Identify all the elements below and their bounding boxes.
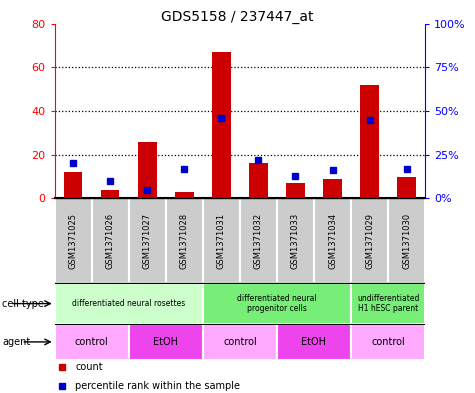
Text: EtOH: EtOH [153, 337, 178, 347]
Bar [351, 324, 425, 360]
Bar [351, 283, 425, 324]
Text: agent: agent [2, 337, 30, 347]
Bar [203, 324, 277, 360]
Bar [323, 179, 342, 198]
Bar [129, 198, 166, 283]
Bar [212, 52, 231, 198]
Bar [203, 198, 240, 283]
Bar [64, 172, 83, 198]
Bar [129, 324, 203, 360]
Text: control: control [371, 337, 405, 347]
Bar [286, 183, 305, 198]
Bar [55, 198, 92, 283]
Bar [314, 198, 351, 283]
Text: control: control [75, 337, 109, 347]
Text: GSM1371031: GSM1371031 [217, 213, 226, 269]
Bar [388, 198, 425, 283]
Text: GSM1371025: GSM1371025 [69, 213, 77, 269]
Text: control: control [223, 337, 257, 347]
Text: GSM1371029: GSM1371029 [365, 213, 374, 269]
Bar [203, 283, 351, 324]
Text: undifferentiated
H1 hESC parent: undifferentiated H1 hESC parent [357, 294, 419, 313]
Text: differentiated neural rosettes: differentiated neural rosettes [72, 299, 185, 308]
Text: GSM1371028: GSM1371028 [180, 213, 189, 269]
Text: differentiated neural
progenitor cells: differentiated neural progenitor cells [237, 294, 317, 313]
Text: percentile rank within the sample: percentile rank within the sample [75, 381, 240, 391]
Text: GSM1371033: GSM1371033 [291, 213, 300, 269]
Text: GSM1371027: GSM1371027 [143, 213, 152, 269]
Bar [361, 85, 379, 198]
Bar [351, 198, 388, 283]
Bar [101, 190, 120, 198]
Bar [277, 198, 314, 283]
Bar [397, 176, 416, 198]
Bar [166, 198, 203, 283]
Bar [138, 141, 157, 198]
Text: GSM1371034: GSM1371034 [328, 213, 337, 269]
Text: count: count [75, 362, 103, 372]
Bar [92, 198, 129, 283]
Bar [240, 198, 277, 283]
Bar [249, 163, 267, 198]
Text: GSM1371030: GSM1371030 [402, 213, 411, 269]
Bar [175, 192, 194, 198]
Bar [277, 324, 351, 360]
Bar [55, 283, 203, 324]
Text: GSM1371026: GSM1371026 [106, 213, 114, 269]
Text: GSM1371032: GSM1371032 [254, 213, 263, 269]
Text: GDS5158 / 237447_at: GDS5158 / 237447_at [161, 10, 314, 24]
Text: cell type: cell type [2, 299, 44, 309]
Text: EtOH: EtOH [302, 337, 326, 347]
Bar [55, 324, 129, 360]
